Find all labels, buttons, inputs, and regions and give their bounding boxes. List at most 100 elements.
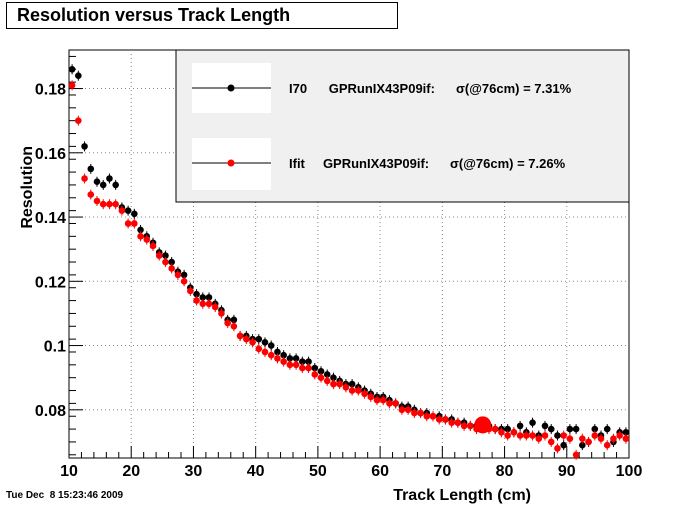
data-point-ifit <box>87 191 95 198</box>
data-point-ifit <box>99 200 107 208</box>
data-point-ifit <box>355 387 362 394</box>
data-point-ifit <box>572 451 580 459</box>
data-point-i70 <box>124 207 132 214</box>
x-tick-label: 80 <box>496 463 514 480</box>
data-point-ifit <box>554 445 561 452</box>
data-point-ifit <box>205 300 213 308</box>
data-point-i70 <box>112 181 119 189</box>
data-point-i70 <box>286 355 294 362</box>
data-point-i70 <box>547 425 555 433</box>
page-title: Resolution versus Track Length <box>17 5 291 25</box>
data-point-ifit <box>498 428 505 436</box>
x-tick-label: 70 <box>433 463 451 480</box>
data-point-ifit <box>504 432 511 439</box>
data-point-ifit <box>323 377 331 385</box>
data-point-i70 <box>162 252 169 259</box>
data-point-ifit <box>585 438 592 446</box>
data-point-ifit <box>118 207 126 214</box>
ticks: 10 20 30 40 50 60 70 80 90 100 0.08 0.1 0.12 0.14 0.16… <box>35 55 642 480</box>
data-point-ifit <box>330 380 337 388</box>
series <box>68 64 630 460</box>
data-point-i70 <box>566 425 574 433</box>
data-point-i70 <box>93 178 101 186</box>
highlight-point <box>474 416 492 434</box>
y-tick-label: 0.14 <box>35 210 66 227</box>
data-point-i70 <box>529 419 536 426</box>
data-point-ifit <box>180 278 188 285</box>
y-tick-label: 0.08 <box>35 403 66 420</box>
data-point-i70 <box>274 348 281 356</box>
data-point-ifit <box>149 242 157 250</box>
data-point-ifit <box>616 432 623 439</box>
data-point-ifit <box>404 406 412 414</box>
data-point-ifit <box>454 419 462 426</box>
data-point-ifit <box>187 287 194 295</box>
data-point-i70 <box>572 425 580 433</box>
data-point-ifit <box>168 265 175 272</box>
data-point-i70 <box>280 351 287 359</box>
data-point-i70 <box>106 175 113 182</box>
data-point-ifit <box>299 364 306 372</box>
data-point-ifit <box>423 412 431 420</box>
x-axis-title: Track Length (cm) <box>393 487 531 504</box>
data-point-i70 <box>516 422 524 430</box>
legend-marker-ifit <box>227 159 235 167</box>
data-point-i70 <box>99 181 107 189</box>
x-tick-label: 50 <box>309 463 327 480</box>
data-point-ifit <box>411 409 418 417</box>
data-point-ifit <box>317 374 325 381</box>
data-point-ifit <box>566 435 574 443</box>
data-point-i70 <box>305 358 312 365</box>
data-point-ifit <box>236 332 244 340</box>
data-point-ifit <box>603 441 611 449</box>
data-point-ifit <box>367 393 375 401</box>
data-point-ifit <box>460 422 468 430</box>
data-point-ifit <box>373 396 381 404</box>
data-point-ifit <box>81 175 88 182</box>
data-point-ifit <box>442 416 449 423</box>
data-point-ifit <box>143 236 151 243</box>
legend: I70 GPRunIX43P09if: σ(@76cm) = 7.31% Ifi… <box>175 49 630 203</box>
data-point-i70 <box>168 258 175 266</box>
legend-value-ifit: σ(@76cm) = 7.26% <box>450 156 566 171</box>
data-point-i70 <box>579 441 586 449</box>
data-point-ifit <box>435 416 443 423</box>
data-point-ifit <box>386 400 393 407</box>
timestamp: Tue Dec 8 15:23:46 2009 <box>6 490 124 501</box>
x-tick-label: 10 <box>60 463 78 480</box>
data-point-ifit <box>579 435 586 443</box>
data-point-i70 <box>199 294 207 301</box>
y-tick-label: 0.12 <box>35 274 66 291</box>
data-point-i70 <box>622 428 630 436</box>
data-point-i70 <box>180 271 188 279</box>
data-point-ifit <box>106 200 113 208</box>
data-point-ifit <box>112 200 119 208</box>
data-point-ifit <box>199 300 207 308</box>
y-tick-label: 0.16 <box>35 146 66 163</box>
data-point-ifit <box>93 197 101 205</box>
data-point-ifit <box>392 400 399 407</box>
data-point-ifit <box>398 406 406 414</box>
data-point-i70 <box>261 339 269 346</box>
x-tick-label: 40 <box>247 463 265 480</box>
data-point-ifit <box>342 384 350 391</box>
data-point-i70 <box>541 422 549 430</box>
data-point-ifit <box>417 409 424 417</box>
data-point-i70 <box>137 226 144 234</box>
data-point-ifit <box>448 419 455 426</box>
legend-label-ifit: Ifit GPRunIX43P09if: <box>289 156 429 171</box>
data-point-ifit <box>267 351 275 359</box>
data-point-ifit <box>535 435 543 443</box>
data-point-i70 <box>317 367 325 375</box>
x-tick-label: 30 <box>185 463 203 480</box>
data-point-i70 <box>87 165 95 173</box>
data-point-ifit <box>261 348 269 356</box>
title-box: Resolution versus Track Length <box>6 2 398 29</box>
data-point-ifit <box>429 412 437 420</box>
data-point-ifit <box>516 432 524 439</box>
data-point-ifit <box>249 339 256 346</box>
data-point-ifit <box>193 297 200 304</box>
data-point-i70 <box>591 425 599 433</box>
legend-value-i70: σ(@76cm) = 7.31% <box>456 81 572 96</box>
